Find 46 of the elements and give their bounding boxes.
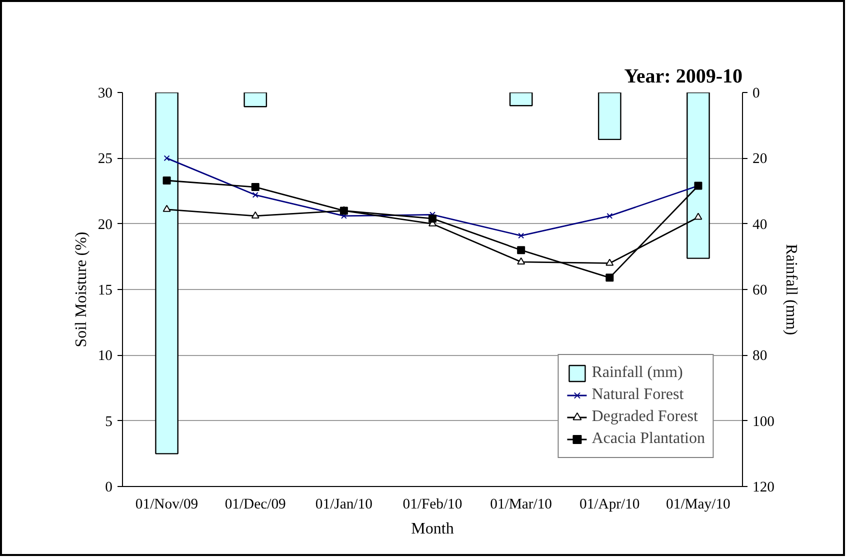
point — [252, 192, 258, 198]
point — [517, 257, 526, 264]
y2-axis-title: Rainfall (mm) — [782, 244, 800, 336]
x-tick-label: 01/Nov/09 — [135, 496, 198, 512]
point — [517, 246, 526, 254]
y2-tick-label: 100 — [752, 414, 774, 430]
bar — [598, 92, 622, 140]
point — [606, 258, 614, 266]
x-axis-title: Month — [411, 520, 454, 538]
x-tick-label: 01/Apr/10 — [580, 496, 640, 512]
y-tick-label: 30 — [98, 86, 112, 102]
x-tick-label: 01/May/10 — [666, 496, 730, 512]
point — [428, 214, 436, 223]
y-tick-label: 25 — [98, 151, 112, 168]
point — [164, 155, 170, 162]
y2-tick-label: 20 — [752, 151, 768, 168]
point — [606, 274, 614, 282]
legend-label: Natural Forest — [592, 386, 684, 404]
chart-title: Year: 2009-10 — [624, 66, 743, 88]
point — [162, 204, 171, 212]
legend-label: Acacia Plantation — [592, 430, 705, 448]
legend-label: Rainfall (mm) — [592, 364, 683, 382]
point — [694, 212, 702, 220]
bar — [509, 92, 533, 106]
y-tick-label: 10 — [98, 348, 112, 364]
bar — [244, 92, 268, 108]
y2-tick-label: 80 — [752, 348, 768, 364]
y-tick-label: 0 — [105, 480, 112, 496]
y2-tick-label: 60 — [752, 282, 768, 298]
y2-tick-label: 0 — [752, 86, 760, 102]
y-tick-label: 20 — [98, 216, 112, 233]
point — [162, 176, 171, 184]
legend-label: Degraded Forest — [592, 408, 698, 426]
y-axis-title: Soil Moisture (%) — [72, 232, 90, 348]
x-tick-label: 01/Mar/10 — [490, 496, 552, 512]
point — [518, 232, 524, 239]
y-tick-label: 15 — [98, 282, 112, 298]
y-tick-label: 5 — [105, 414, 112, 430]
y2-tick-label: 120 — [752, 480, 774, 496]
x-tick-label: 01/Dec/09 — [224, 496, 286, 512]
point — [251, 211, 260, 218]
x-tick-label: 01/Feb/10 — [402, 496, 462, 512]
y2-tick-label: 40 — [752, 216, 768, 233]
point — [251, 183, 260, 192]
point — [606, 212, 613, 219]
x-tick-label: 01/Jan/10 — [315, 496, 372, 512]
